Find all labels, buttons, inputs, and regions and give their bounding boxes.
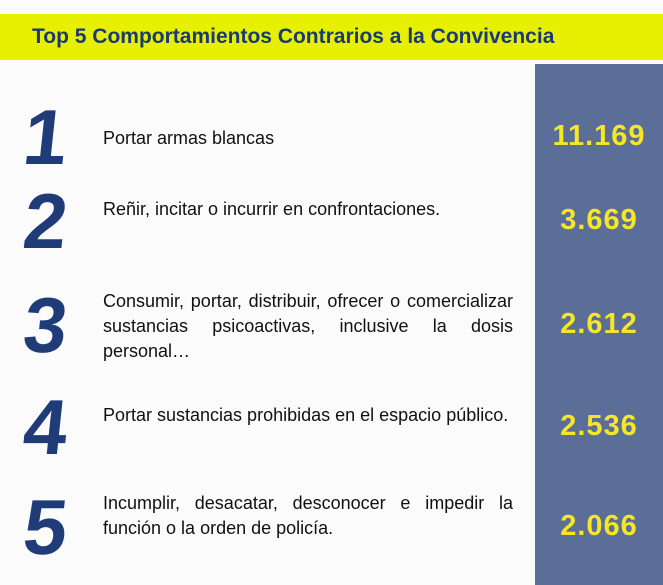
rank-number: 3 [19, 281, 73, 369]
item-value: 2.066 [560, 510, 638, 542]
value-column [535, 64, 663, 585]
title-bar: Top 5 Comportamientos Contrarios a la Co… [0, 14, 663, 60]
rank-number: 4 [19, 383, 73, 471]
item-label: Reñir, incitar o incurrir en confrontaci… [103, 199, 441, 219]
rank-number: 5 [19, 483, 73, 571]
item-label: Portar sustancias prohibidas en el espac… [103, 405, 509, 425]
item-value: 11.169 [552, 120, 646, 152]
title: Top 5 Comportamientos Contrarios a la Co… [32, 25, 555, 48]
item-label: Incumplir, desacatar, desconocer e imped… [103, 492, 513, 538]
item-value: 3.669 [560, 204, 638, 236]
item-label: Consumir, portar, distribuir, ofrecer o … [103, 290, 513, 361]
item-value: 2.612 [560, 308, 638, 340]
item-label: Portar armas blancas [103, 127, 275, 148]
rank-number: 2 [19, 177, 73, 265]
item-value: 2.536 [560, 410, 638, 442]
rank-number: 1 [19, 93, 73, 181]
